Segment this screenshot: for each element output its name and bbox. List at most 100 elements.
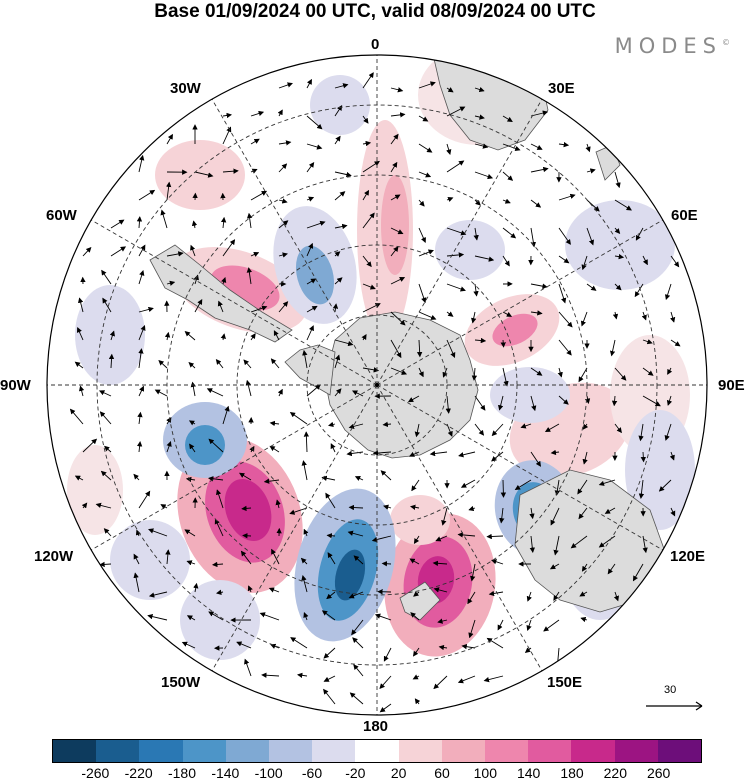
wind-arrow <box>411 479 420 492</box>
lon-label-90w: 90W <box>0 377 31 394</box>
wind-arrow <box>348 423 364 429</box>
colorbar-cell <box>657 740 702 762</box>
wind-arrow <box>148 591 168 598</box>
wind-arrow <box>300 557 308 565</box>
wind-arrow <box>190 244 196 257</box>
wind-arrow <box>642 367 654 376</box>
lon-label-120w: 120W <box>34 548 74 565</box>
wind-arrow <box>323 688 336 705</box>
wind-arrow <box>579 591 588 597</box>
wind-arrow <box>433 675 448 690</box>
wind-arrow <box>138 270 145 285</box>
wind-arrow <box>642 255 648 266</box>
wind-arrow <box>306 325 314 341</box>
wind-arrow <box>581 563 588 572</box>
wind-arrow <box>268 587 280 593</box>
wind-arrow <box>526 619 532 631</box>
wind-arrow <box>429 450 448 457</box>
wind-arrow <box>580 616 588 623</box>
wind-arrow <box>586 199 600 212</box>
wind-arrow <box>133 473 140 481</box>
wind-arrow <box>193 582 199 593</box>
wind-arrow <box>414 423 420 438</box>
colorbar-cell <box>355 740 399 762</box>
wind-arrow <box>435 535 448 542</box>
wind-arrow <box>328 421 336 428</box>
wind-arrow <box>133 572 140 593</box>
wind-arrow <box>410 612 420 621</box>
wind-arrow <box>473 283 479 297</box>
wind-arrow <box>334 223 348 230</box>
wind-arrow <box>138 154 145 173</box>
wind-arrow <box>301 575 308 593</box>
meridian-line <box>376 98 543 386</box>
wind-arrow <box>640 451 647 463</box>
lon-label-120e: 120E <box>670 548 706 565</box>
wind-arrow <box>471 311 477 324</box>
wind-arrow <box>418 199 425 207</box>
wind-arrow <box>502 143 521 152</box>
wind-arrow <box>136 441 143 453</box>
wind-arrow <box>558 255 570 264</box>
meridian-line <box>90 384 378 551</box>
page-title: Base 01/09/2024 00 UTC, valid 08/09/2024… <box>154 1 596 22</box>
wind-arrow <box>497 619 504 631</box>
colorbar-cell <box>53 740 97 762</box>
wind-arrow <box>530 451 542 467</box>
wind-arrow <box>558 339 572 356</box>
wind-arrow <box>184 529 196 537</box>
colorbar-tick-label: 140 <box>516 765 541 781</box>
colorbar-cell <box>139 740 183 762</box>
wind-arrow <box>261 672 280 678</box>
wind-arrow <box>109 330 115 341</box>
wind-arrow <box>306 384 321 397</box>
wind-arrow <box>269 420 280 427</box>
colorbar-cell <box>485 740 529 762</box>
wind-arrow <box>208 438 224 453</box>
positive-anomaly <box>67 445 123 535</box>
wind-arrow <box>323 675 336 682</box>
wind-arrow <box>270 358 280 369</box>
wind-arrow <box>278 163 288 173</box>
wind-arrow <box>634 283 644 298</box>
wind-arrow <box>334 191 346 201</box>
wind-arrow <box>278 82 293 89</box>
wind-arrow <box>614 367 627 381</box>
wind-arrow <box>491 423 504 437</box>
wind-arrow <box>110 246 127 257</box>
negative-anomaly <box>435 220 505 280</box>
meridian-line <box>376 384 543 672</box>
wind-arrow <box>222 239 236 257</box>
wind-arrow <box>220 216 227 229</box>
wind-arrow <box>99 411 112 425</box>
wind-arrow <box>530 283 548 289</box>
wind-arrow <box>166 251 184 257</box>
wind-arrow <box>578 367 588 383</box>
colorbar-cell <box>269 740 313 762</box>
wind-arrow <box>81 502 88 509</box>
wind-arrow <box>390 133 399 145</box>
wind-arrow <box>658 479 672 492</box>
wind-arrow <box>100 470 112 481</box>
wind-arrow <box>78 385 85 397</box>
wind-arrow <box>529 535 535 553</box>
wind-arrow <box>530 310 543 316</box>
wind-arrow <box>543 619 560 632</box>
wind-arrow <box>164 331 171 341</box>
wind-arrow <box>214 518 224 537</box>
wind-arrow <box>524 647 532 653</box>
wind-arrow <box>250 252 260 257</box>
wind-arrow <box>240 550 252 565</box>
wind-arrow <box>670 311 676 323</box>
wind-arrow <box>530 227 537 248</box>
colorbar-tick-label: -60 <box>301 765 323 781</box>
wind-arrow <box>306 278 317 285</box>
wind-arrow <box>271 548 280 565</box>
wind-arrow <box>222 168 239 174</box>
colorbar-tick-label: -20 <box>345 765 366 781</box>
wind-arrow <box>502 115 513 122</box>
wind-arrow <box>530 395 537 412</box>
wind-arrow <box>216 589 224 595</box>
wind-arrow <box>362 160 380 173</box>
wind-arrow <box>408 451 420 457</box>
